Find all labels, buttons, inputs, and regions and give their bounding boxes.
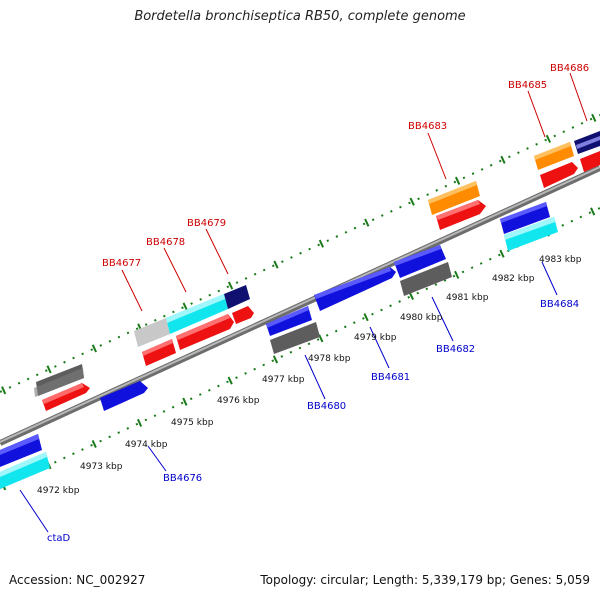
ring-tick <box>182 397 188 406</box>
ring-tick <box>409 197 415 206</box>
ring-dots <box>0 114 600 489</box>
leader-bb4686 <box>569 72 588 122</box>
gene-red-bb4677-inner[interactable] <box>142 339 176 366</box>
inner-ring-ticks <box>0 207 596 491</box>
gene-label-bb4676[interactable]: BB4676 <box>163 473 202 484</box>
leader-bb4680 <box>304 354 326 400</box>
gene-label-bb4677[interactable]: BB4677 <box>102 258 141 269</box>
ring-tick <box>545 134 552 143</box>
outer-ring-ticks <box>1 113 597 395</box>
gene-bb4681[interactable] <box>314 267 396 311</box>
gene-bb4683-orange[interactable] <box>428 181 480 215</box>
ring-tick <box>182 302 188 311</box>
scale-label: 4978 kbp <box>308 354 351 364</box>
gene-label-bb4679[interactable]: BB4679 <box>187 218 226 229</box>
ring-tick <box>590 207 596 216</box>
gene-label-bb4685[interactable]: BB4685 <box>508 80 547 91</box>
scale-label: 4981 kbp <box>446 293 489 303</box>
gene-bb4685-orange[interactable] <box>534 142 574 170</box>
ring-tick <box>1 386 7 395</box>
gene-labels-top: BB4677 BB4678 BB4679 BB4683 BB4685 BB468… <box>102 63 589 269</box>
ring-tick <box>136 418 143 427</box>
gene-bb4678-cyan[interactable] <box>166 294 228 334</box>
scale-label: 4979 kbp <box>354 333 397 343</box>
ring-tick <box>591 113 597 122</box>
gene-labels-bottom: ctaD BB4676 BB4680 BB4681 BB4682 BB4684 <box>47 299 579 544</box>
genome-backbone <box>0 165 600 446</box>
gene-label-bb4681[interactable]: BB4681 <box>371 372 410 383</box>
gene-red-bb4678-inner[interactable] <box>176 314 234 350</box>
inner-ring-dots <box>0 207 600 489</box>
map-title: Bordetella bronchiseptica RB50, complete… <box>134 9 466 24</box>
gene-label-bb4686[interactable]: BB4686 <box>550 63 589 74</box>
gene-label-ctad[interactable]: ctaD <box>47 533 71 544</box>
gene-features <box>0 131 600 489</box>
ring-tick <box>499 249 505 258</box>
ring-tick <box>227 281 234 290</box>
ring-tick <box>318 239 325 248</box>
scale-label: 4976 kbp <box>217 396 260 406</box>
scale-label: 4977 kbp <box>262 375 305 385</box>
ring-tick <box>454 270 460 279</box>
label-leaders <box>19 72 588 533</box>
leader-bb4682 <box>431 296 454 342</box>
gene-ctad-cyan[interactable] <box>0 452 50 489</box>
ring-tick <box>91 439 97 449</box>
ring-tick <box>272 355 279 364</box>
ring-tick <box>408 291 415 301</box>
gene-gray-bb4682[interactable] <box>400 262 452 296</box>
scale-label: 4980 kbp <box>400 313 443 323</box>
outer-ring-dots <box>0 114 600 393</box>
ring-tick <box>454 176 461 185</box>
scale-label: 4982 kbp <box>492 274 535 284</box>
gene-bb4682[interactable] <box>394 245 446 278</box>
gene-blue-left-inner[interactable] <box>0 434 42 467</box>
gene-bb4677[interactable] <box>134 318 170 347</box>
gene-label-bb4680[interactable]: BB4680 <box>307 401 346 412</box>
gene-label-bb4678[interactable]: BB4678 <box>146 237 185 248</box>
scale-label: 4975 kbp <box>171 418 214 428</box>
scale-label: 4973 kbp <box>80 462 123 472</box>
gene-bb4686-navy[interactable] <box>574 131 600 154</box>
leader-bb4678 <box>163 247 187 293</box>
leader-bb4681 <box>369 326 390 369</box>
accession-text: Accession: NC_002927 <box>9 573 146 587</box>
gene-red-bb4686-inner[interactable] <box>580 151 600 172</box>
leader-bb4684 <box>541 261 558 296</box>
gene-red-bb4683-inner[interactable] <box>436 200 486 230</box>
gene-red-bb4685-inner[interactable] <box>540 162 578 188</box>
gene-red-bb4679-inner[interactable] <box>232 306 254 324</box>
gene-gray-left-outer[interactable] <box>34 364 84 397</box>
leader-bb4685 <box>527 90 546 138</box>
gene-bb4676[interactable] <box>100 381 148 411</box>
ring-tick <box>46 365 52 374</box>
gene-label-bb4684[interactable]: BB4684 <box>540 299 579 310</box>
gene-label-bb4683[interactable]: BB4683 <box>408 121 447 132</box>
leader-bb4677 <box>121 269 143 312</box>
gene-bb4684-cyan[interactable] <box>504 217 558 251</box>
scale-label: 4972 kbp <box>37 486 80 496</box>
gene-label-bb4682[interactable]: BB4682 <box>436 344 475 355</box>
ring-tick <box>500 155 506 164</box>
gene-gray-bb4680[interactable] <box>270 322 320 354</box>
gene-bb4680[interactable] <box>266 306 312 336</box>
ring-tick <box>363 313 369 322</box>
leader-bb4683 <box>427 132 447 180</box>
ring-tick <box>91 344 98 353</box>
gene-bb4684-blue[interactable] <box>500 202 550 234</box>
ring-tick <box>227 376 233 385</box>
leader-ctad <box>19 489 49 533</box>
scale-label: 4974 kbp <box>125 440 168 450</box>
scale-labels: 4972 kbp 4973 kbp 4974 kbp 4975 kbp 4976… <box>37 255 582 496</box>
ring-tick <box>273 260 279 269</box>
leader-bb4679 <box>205 228 229 275</box>
topology-summary: Topology: circular; Length: 5,339,179 bp… <box>260 573 590 587</box>
gene-red-left-outer[interactable] <box>42 383 90 411</box>
gene-bb4679-navy[interactable] <box>224 285 250 309</box>
leader-bb4676 <box>147 445 167 472</box>
scale-label: 4983 kbp <box>539 255 582 265</box>
ring-tick <box>364 218 370 227</box>
